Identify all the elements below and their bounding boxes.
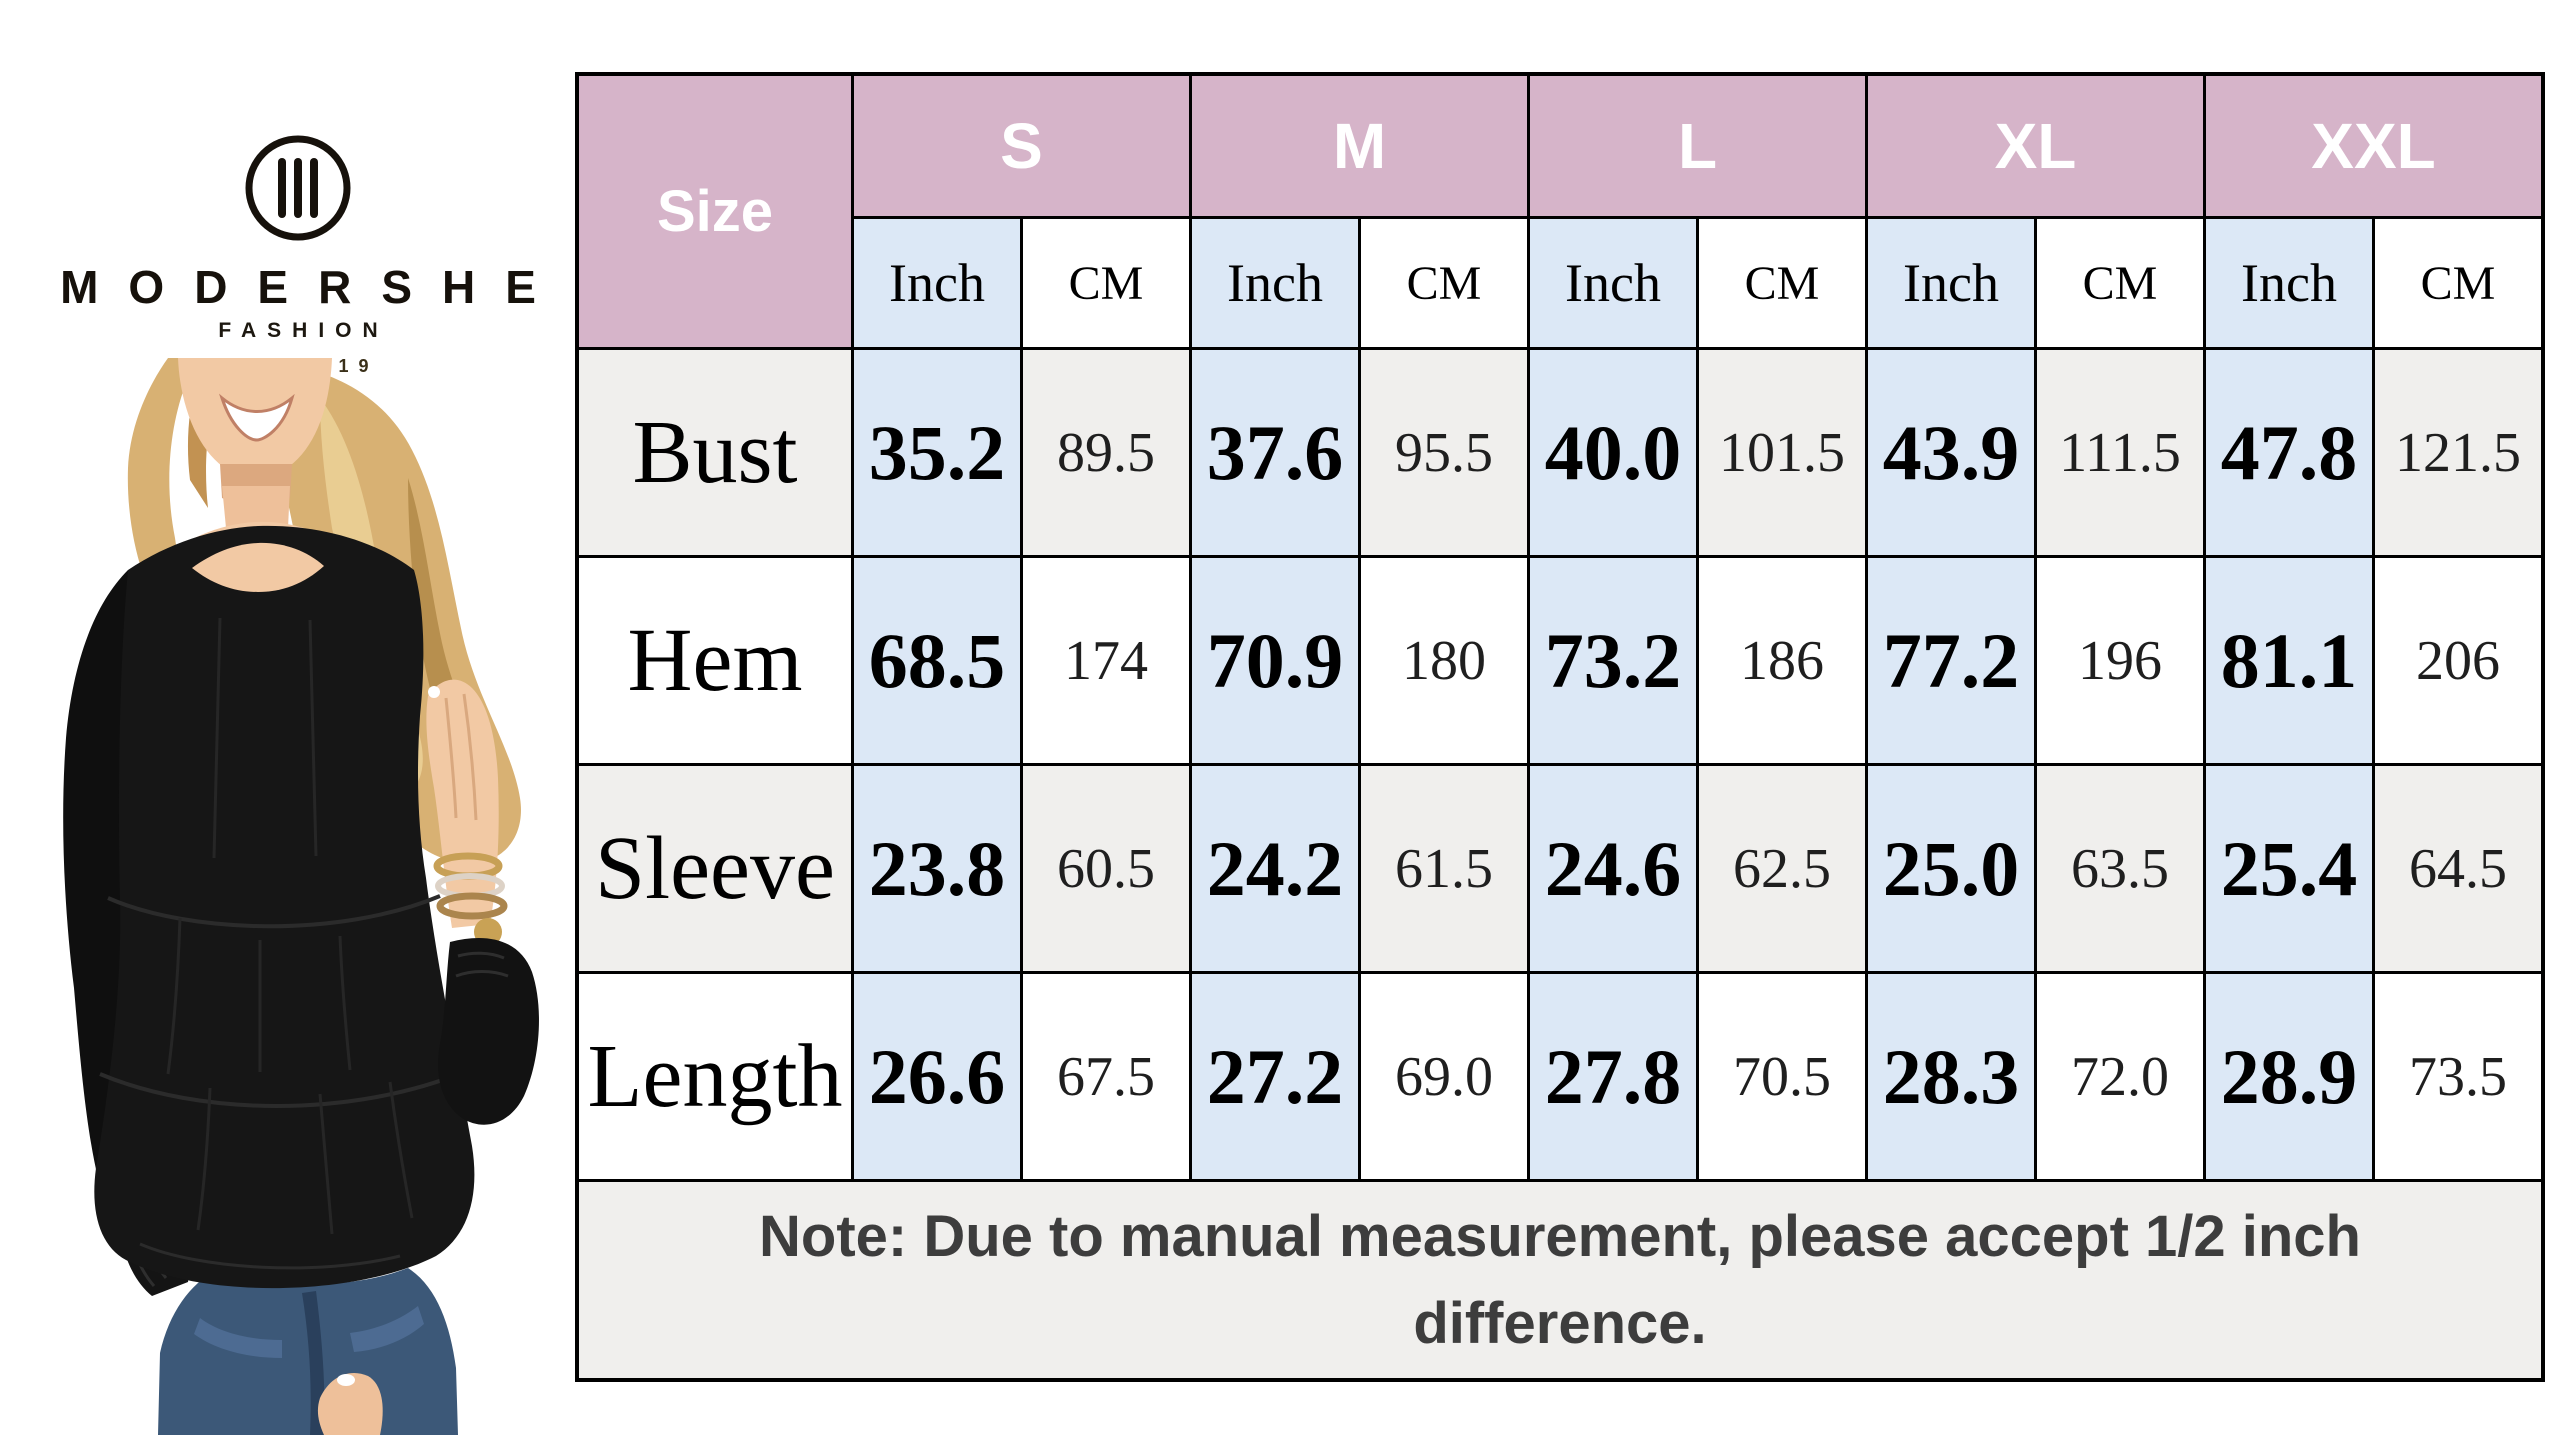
unit-header-xl-cm: CM xyxy=(2037,219,2203,347)
length-l-inch: 27.8 xyxy=(1530,974,1696,1179)
row-label-length: Length xyxy=(579,974,851,1179)
bust-xxl-cm: 121.5 xyxy=(2375,350,2541,555)
unit-header-xxl-cm: CM xyxy=(2375,219,2541,347)
bust-m-inch: 37.6 xyxy=(1192,350,1358,555)
hem-xxl-inch: 81.1 xyxy=(2206,558,2372,763)
sleeve-l-inch: 24.6 xyxy=(1530,766,1696,971)
brand-subtitle: FASHION xyxy=(218,319,389,342)
bust-l-cm: 101.5 xyxy=(1699,350,1865,555)
length-xl-cm: 72.0 xyxy=(2037,974,2203,1179)
bust-xxl-inch: 47.8 xyxy=(2206,350,2372,555)
sleeve-xl-inch: 25.0 xyxy=(1868,766,2034,971)
bust-xl-cm: 111.5 xyxy=(2037,350,2203,555)
hem-l-inch: 73.2 xyxy=(1530,558,1696,763)
sleeve-l-cm: 62.5 xyxy=(1699,766,1865,971)
unit-header-s-inch: Inch xyxy=(854,219,1020,347)
length-xxl-cm: 73.5 xyxy=(2375,974,2541,1179)
sleeve-s-inch: 23.8 xyxy=(854,766,1020,971)
unit-header-l-cm: CM xyxy=(1699,219,1865,347)
size-header-s: S xyxy=(854,76,1189,216)
brand-logo-icon xyxy=(245,135,351,241)
sleeve-m-cm: 61.5 xyxy=(1361,766,1527,971)
bust-xl-inch: 43.9 xyxy=(1868,350,2034,555)
length-s-inch: 26.6 xyxy=(854,974,1020,1179)
bust-s-cm: 89.5 xyxy=(1023,350,1189,555)
length-m-cm: 69.0 xyxy=(1361,974,1527,1179)
brand-block: MODERSHE FASHION est 2019 xyxy=(18,132,578,375)
sleeve-xxl-cm: 64.5 xyxy=(2375,766,2541,971)
hem-xl-inch: 77.2 xyxy=(1868,558,2034,763)
sleeve-xxl-inch: 25.4 xyxy=(2206,766,2372,971)
unit-header-m-cm: CM xyxy=(1361,219,1527,347)
bust-m-cm: 95.5 xyxy=(1361,350,1527,555)
hem-xl-cm: 196 xyxy=(2037,558,2203,763)
hem-s-inch: 68.5 xyxy=(854,558,1020,763)
length-m-inch: 27.2 xyxy=(1192,974,1358,1179)
length-xxl-inch: 28.9 xyxy=(2206,974,2372,1179)
hem-xxl-cm: 206 xyxy=(2375,558,2541,763)
black-top xyxy=(94,525,475,1289)
jeans xyxy=(158,1266,458,1435)
note-text: Note: Due to manual measurement, please … xyxy=(759,1204,2361,1356)
sleeve-m-inch: 24.2 xyxy=(1192,766,1358,971)
hem-m-cm: 180 xyxy=(1361,558,1527,763)
unit-header-m-inch: Inch xyxy=(1192,219,1358,347)
model-photo xyxy=(63,358,539,1435)
raised-arm xyxy=(426,679,539,1125)
row-label-sleeve: Sleeve xyxy=(579,766,851,971)
face xyxy=(178,358,332,481)
bust-l-inch: 40.0 xyxy=(1530,350,1696,555)
sleeve-s-cm: 60.5 xyxy=(1023,766,1189,971)
sleeve-xl-cm: 63.5 xyxy=(2037,766,2203,971)
unit-header-l-inch: Inch xyxy=(1530,219,1696,347)
row-label-hem: Hem xyxy=(579,558,851,763)
size-chart-table: Size S M L XL XXL Inch CM Inch CM Inch C… xyxy=(575,72,2545,1382)
size-header-xl: XL xyxy=(1868,76,2203,216)
length-s-cm: 67.5 xyxy=(1023,974,1189,1179)
unit-header-s-cm: CM xyxy=(1023,219,1189,347)
size-corner-header: Size xyxy=(579,76,851,347)
length-l-cm: 70.5 xyxy=(1699,974,1865,1179)
row-label-bust: Bust xyxy=(579,350,851,555)
size-header-l: L xyxy=(1530,76,1865,216)
unit-header-xxl-inch: Inch xyxy=(2206,219,2372,347)
hem-l-cm: 186 xyxy=(1699,558,1865,763)
size-header-m: M xyxy=(1192,76,1527,216)
note-row: Note: Due to manual measurement, please … xyxy=(579,1182,2541,1378)
hem-m-inch: 70.9 xyxy=(1192,558,1358,763)
length-xl-inch: 28.3 xyxy=(1868,974,2034,1179)
hem-s-cm: 174 xyxy=(1023,558,1189,763)
bust-s-inch: 35.2 xyxy=(854,350,1020,555)
hand-lower xyxy=(317,1372,383,1435)
brand-name: MODERSHE xyxy=(60,261,566,313)
unit-header-xl-inch: Inch xyxy=(1868,219,2034,347)
size-header-xxl: XXL xyxy=(2206,76,2541,216)
